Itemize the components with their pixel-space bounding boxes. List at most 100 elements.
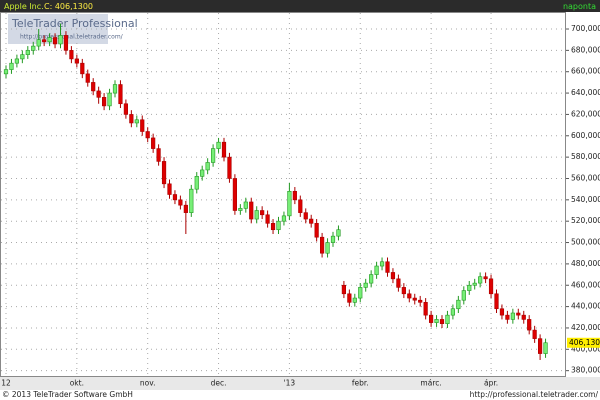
x-tick-label: febr. [352,379,369,388]
candle-body [516,312,521,316]
candle-body [543,342,548,354]
candle-body [527,319,532,331]
candle-body [352,297,357,303]
plot-area [0,12,566,377]
candle-body [537,338,543,354]
candle-body [374,265,379,275]
candle-body [249,201,254,220]
candle-body [369,274,374,284]
candles [3,23,548,360]
candle-body [303,212,308,220]
candle-body [227,156,232,179]
candle-body [412,297,417,301]
candle-body [505,314,510,320]
candle-body [281,215,287,222]
candle-body [63,35,69,51]
candle-body [91,82,96,92]
candle-body [178,199,183,206]
candle-body [270,223,276,231]
candle-body [385,261,390,273]
x-tick-label: '13 [284,379,296,388]
candle-body [461,290,466,301]
candle-body [232,178,238,211]
copyright: © 2013 TeleTrader Software GmbH [2,390,133,399]
candle-body [36,39,41,47]
x-tick-label: nov. [140,379,156,388]
header-bar [0,0,600,12]
candle-body [434,319,439,323]
candle-body [287,190,292,217]
candle-body [292,190,297,201]
candle-body [325,242,330,254]
x-tick-label: márc. [420,379,441,388]
candle-body [14,58,19,64]
x-tick-label: okt. [70,379,84,388]
candle-body [123,103,128,115]
footer-url: http://professional.teletrader.com/ [470,390,599,399]
y-tick-label: 640,0000 [571,88,600,97]
candle-body [200,169,205,177]
candle-body [510,312,515,320]
candle-body [74,58,79,64]
y-tick-label: 580,0000 [571,152,600,161]
candle-body [96,90,101,98]
candle-body [221,141,227,158]
candle-body [156,148,161,162]
candle-body [265,214,270,224]
candle-body [314,223,319,238]
candle-body [216,141,221,149]
candle-body [423,302,428,316]
candle-body [488,278,494,295]
y-tick-label: 460,0000 [571,280,600,289]
candle-body [494,293,499,310]
candle-body [390,272,396,280]
candle-body [483,276,488,280]
candle-body [134,119,139,124]
candle-body [467,284,472,291]
candle-body [52,37,58,45]
y-tick-label: 480,0000 [571,259,600,268]
x-tick-label: 12 [1,379,11,388]
candle-body [238,208,243,211]
candle-body [140,119,145,132]
candle-body [112,84,118,94]
candle-body [319,236,325,254]
candle-body [172,194,178,201]
y-tick-label: 660,0000 [571,67,600,76]
candle-body [532,329,537,339]
candle-body [189,188,194,213]
last-price-label: 406,1300 [569,338,600,347]
candle-body [472,282,477,286]
candle-body [205,162,210,171]
y-tick-label: 620,0000 [571,109,600,118]
candle-body [478,276,483,284]
candle-body [145,131,150,139]
symbol: Apple Inc. [4,2,44,11]
candle-body [521,314,526,320]
candle-body [363,282,368,288]
candle-body [276,220,281,231]
candle-body [298,199,303,213]
candle-body [428,314,434,323]
candle-body [80,62,85,75]
candle-body [499,308,505,316]
candle-body [107,92,112,107]
candle-body [85,73,90,83]
candle-body [31,45,36,51]
candle-body [439,319,445,324]
candle-body [347,293,352,303]
candle-body [25,50,30,55]
y-tick-label: 380,0000 [571,366,600,375]
y-tick-label: 680,0000 [571,45,600,54]
candle-body [407,293,412,299]
x-tick-label: dec. [211,379,227,388]
candle-body [58,35,63,45]
candle-body [42,39,47,43]
candle-body [450,308,456,316]
candle-body [161,161,167,185]
candle-body [102,97,107,107]
y-tick-label: 540,0000 [571,195,600,204]
date-axis [0,377,600,390]
y-tick-label: 560,0000 [571,173,600,182]
candle-body [211,148,216,163]
